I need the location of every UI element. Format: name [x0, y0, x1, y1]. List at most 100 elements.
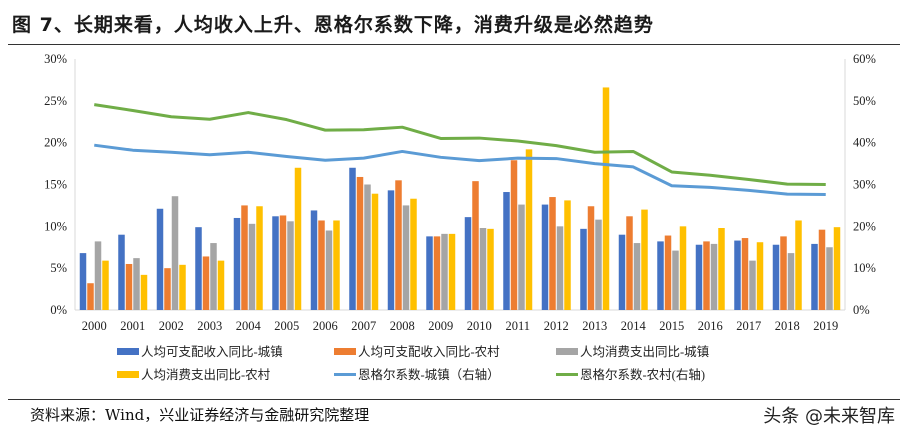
bar-1	[79, 253, 87, 310]
bar-2	[510, 160, 518, 310]
bar-3	[133, 258, 140, 310]
bar-1	[118, 234, 125, 310]
bar-2	[780, 236, 787, 310]
bar-4	[294, 167, 302, 310]
y-left-tick-label: 5%	[50, 261, 67, 275]
bar-2	[356, 176, 364, 310]
bar-1	[156, 208, 164, 310]
x-tick-label: 2010	[467, 319, 492, 333]
y-left-tick-label: 20%	[44, 136, 67, 150]
bar-4	[833, 227, 841, 310]
bar-1	[618, 234, 626, 310]
bar-1	[734, 240, 741, 310]
bar-2	[279, 215, 287, 310]
bar-2	[241, 205, 248, 310]
x-tick-label: 2001	[120, 319, 145, 333]
legend-swatch	[117, 348, 139, 355]
y-left-tick-label: 0%	[50, 303, 67, 317]
bar-4	[448, 233, 456, 310]
x-tick-label: 2014	[621, 319, 647, 333]
legend-label: 人均可支配收入同比-城镇	[141, 345, 283, 359]
bar-2	[202, 256, 210, 310]
x-tick-label: 2004	[236, 319, 262, 333]
y-right-tick-label: 10%	[853, 261, 876, 275]
bar-4	[102, 260, 109, 310]
bar-3	[210, 243, 217, 310]
line-series-1	[94, 143, 826, 197]
x-tick-label: 2000	[82, 319, 107, 333]
source-divider	[8, 399, 900, 400]
bar-2	[318, 220, 325, 310]
legend-swatch	[334, 348, 356, 355]
y-right-tick-label: 50%	[853, 94, 876, 108]
legend-label: 恩格尔系数-农村(右轴)	[580, 367, 705, 382]
bar-4	[525, 149, 533, 310]
bar-1	[195, 227, 202, 310]
bar-1	[503, 192, 510, 310]
bar-3	[595, 219, 602, 310]
bar-4	[718, 228, 725, 310]
bar-4	[756, 242, 764, 310]
y-right-tick-label: 20%	[853, 219, 876, 233]
bar-2	[587, 206, 595, 310]
bar-3	[633, 243, 641, 310]
y-left-tick-label: 25%	[44, 94, 67, 108]
x-tick-label: 2008	[390, 319, 415, 333]
bar-1	[272, 216, 279, 310]
bar-2	[164, 268, 171, 310]
legend-label: 人均消费支出同比-城镇	[580, 345, 709, 359]
bar-1	[580, 228, 587, 310]
bar-1	[695, 244, 703, 310]
bar-2	[549, 197, 556, 310]
x-tick-label: 2018	[775, 319, 800, 333]
bar-2	[703, 241, 710, 310]
y-right-tick-label: 0%	[853, 303, 870, 317]
bar-2	[472, 181, 479, 310]
bar-2	[433, 236, 441, 310]
x-tick-label: 2012	[544, 319, 569, 333]
legend-swatch	[117, 371, 139, 378]
bar-2	[395, 180, 402, 310]
x-tick-label: 2017	[736, 319, 761, 333]
bar-4	[217, 260, 225, 310]
bar-3	[402, 205, 410, 310]
y-left-tick-label: 15%	[44, 178, 67, 192]
bar-3	[518, 204, 525, 310]
bar-4	[487, 228, 494, 310]
source-note: 资料来源：Wind，兴业证券经济与金融研究院整理	[30, 406, 370, 424]
bar-4	[602, 87, 610, 311]
legend-label: 人均消费支出同比-农村	[141, 368, 271, 382]
y-right-tick-label: 60%	[853, 52, 876, 66]
bar-1	[349, 167, 356, 310]
bar-2	[125, 263, 133, 310]
bar-1	[464, 217, 472, 310]
bar-4	[179, 264, 186, 310]
chart-title: 图 7、长期来看，人均收入上升、恩格尔系数下降，消费升级是必然趋势	[12, 14, 654, 36]
bar-3	[672, 250, 679, 310]
title-divider	[8, 44, 900, 45]
x-tick-label: 2002	[159, 319, 184, 333]
bar-3	[556, 226, 564, 310]
bar-4	[140, 274, 148, 310]
x-tick-label: 2016	[698, 319, 723, 333]
legend-label: 恩格尔系数-城镇（右轴）	[358, 367, 500, 382]
bar-1	[541, 204, 549, 310]
bar-1	[233, 217, 241, 310]
bar-3	[325, 230, 333, 310]
bar-4	[371, 193, 379, 310]
bar-3	[287, 221, 294, 310]
bar-4	[679, 226, 687, 310]
bar-1	[772, 244, 780, 310]
y-left-tick-label: 10%	[44, 219, 67, 233]
x-tick-label: 2011	[505, 319, 530, 333]
bar-3	[787, 253, 795, 310]
bar-2	[626, 216, 633, 310]
bar-2	[87, 283, 94, 310]
bar-3	[710, 243, 718, 310]
bar-2	[741, 238, 749, 310]
y-right-tick-label: 40%	[853, 136, 876, 150]
legend-swatch	[556, 348, 578, 355]
bar-4	[256, 206, 263, 310]
y-right-tick-label: 30%	[853, 178, 876, 192]
